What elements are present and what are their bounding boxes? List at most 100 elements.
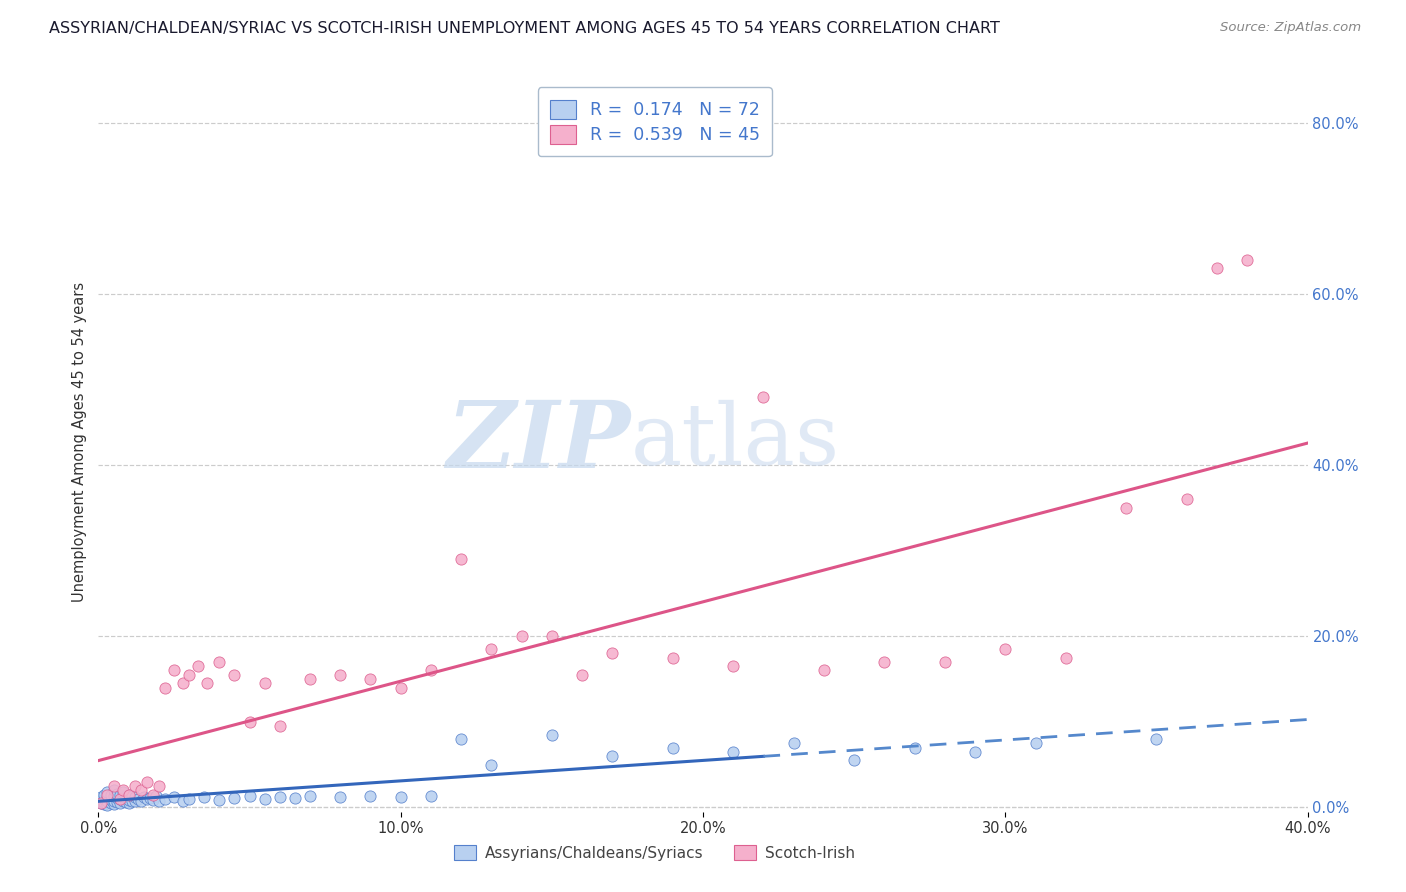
Point [118, 793, 141, 807]
Point [111, 794, 134, 808]
Point [299, 672, 322, 686]
Point [284, 791, 307, 805]
Point [253, 676, 276, 690]
Point [994, 642, 1017, 657]
Point [105, 787, 128, 801]
Point [224, 667, 246, 681]
Point [329, 790, 352, 805]
Point [124, 779, 146, 793]
Point [114, 791, 136, 805]
Point [450, 552, 472, 566]
Legend: Assyrians/Chaldeans/Syriacs, Scotch-Irish: Assyrians/Chaldeans/Syriacs, Scotch-Iris… [449, 839, 860, 867]
Point [96, 790, 118, 805]
Point [1236, 252, 1258, 267]
Point [481, 757, 503, 772]
Point [723, 659, 745, 673]
Point [145, 789, 167, 804]
Point [124, 794, 146, 808]
Point [103, 789, 125, 804]
Point [163, 790, 186, 805]
Point [540, 629, 562, 643]
Point [105, 795, 128, 809]
Point [208, 655, 231, 669]
Point [389, 790, 412, 805]
Point [90, 790, 112, 805]
Point [148, 779, 170, 793]
Point [111, 790, 134, 805]
Point [299, 789, 322, 804]
Point [135, 774, 157, 789]
Point [253, 792, 276, 806]
Point [135, 792, 157, 806]
Point [90, 796, 112, 810]
Point [100, 796, 122, 810]
Point [103, 797, 125, 811]
Point [103, 783, 125, 797]
Point [90, 794, 112, 808]
Point [752, 390, 775, 404]
Point [193, 790, 215, 805]
Point [100, 789, 122, 803]
Point [904, 740, 927, 755]
Text: ZIP: ZIP [446, 397, 630, 486]
Point [129, 794, 152, 808]
Point [844, 753, 866, 767]
Point [389, 681, 412, 695]
Point [873, 655, 896, 669]
Point [1175, 492, 1198, 507]
Point [93, 795, 115, 809]
Point [602, 646, 624, 660]
Text: atlas: atlas [630, 400, 839, 483]
Point [90, 796, 112, 810]
Point [139, 791, 162, 805]
Point [127, 792, 149, 806]
Point [239, 789, 262, 804]
Point [118, 796, 141, 810]
Point [187, 659, 209, 673]
Point [1206, 261, 1229, 276]
Point [1115, 500, 1137, 515]
Point [108, 788, 131, 802]
Point [103, 779, 125, 793]
Point [121, 789, 143, 804]
Point [121, 794, 143, 808]
Point [269, 790, 291, 805]
Point [153, 681, 176, 695]
Point [111, 783, 134, 797]
Point [661, 740, 683, 755]
Point [783, 736, 806, 750]
Point [148, 794, 170, 808]
Point [142, 788, 165, 802]
Point [108, 796, 131, 810]
Point [602, 749, 624, 764]
Point [195, 676, 218, 690]
Point [661, 650, 683, 665]
Point [1144, 731, 1167, 746]
Point [172, 676, 194, 690]
Point [118, 788, 141, 802]
Point [510, 629, 533, 643]
Point [813, 664, 835, 678]
Point [129, 783, 152, 797]
Point [132, 790, 155, 805]
Point [96, 794, 118, 808]
Point [108, 792, 131, 806]
Point [163, 664, 186, 678]
Point [172, 794, 194, 808]
Point [96, 785, 118, 799]
Point [360, 672, 382, 686]
Point [1024, 736, 1046, 750]
Point [153, 792, 176, 806]
Point [142, 793, 165, 807]
Point [118, 788, 141, 802]
Text: Source: ZipAtlas.com: Source: ZipAtlas.com [1220, 21, 1361, 35]
Point [360, 789, 382, 804]
Point [420, 664, 443, 678]
Point [224, 791, 246, 805]
Point [450, 731, 472, 746]
Point [420, 789, 443, 804]
Point [239, 714, 262, 729]
Point [208, 793, 231, 807]
Point [179, 667, 201, 681]
Point [179, 792, 201, 806]
